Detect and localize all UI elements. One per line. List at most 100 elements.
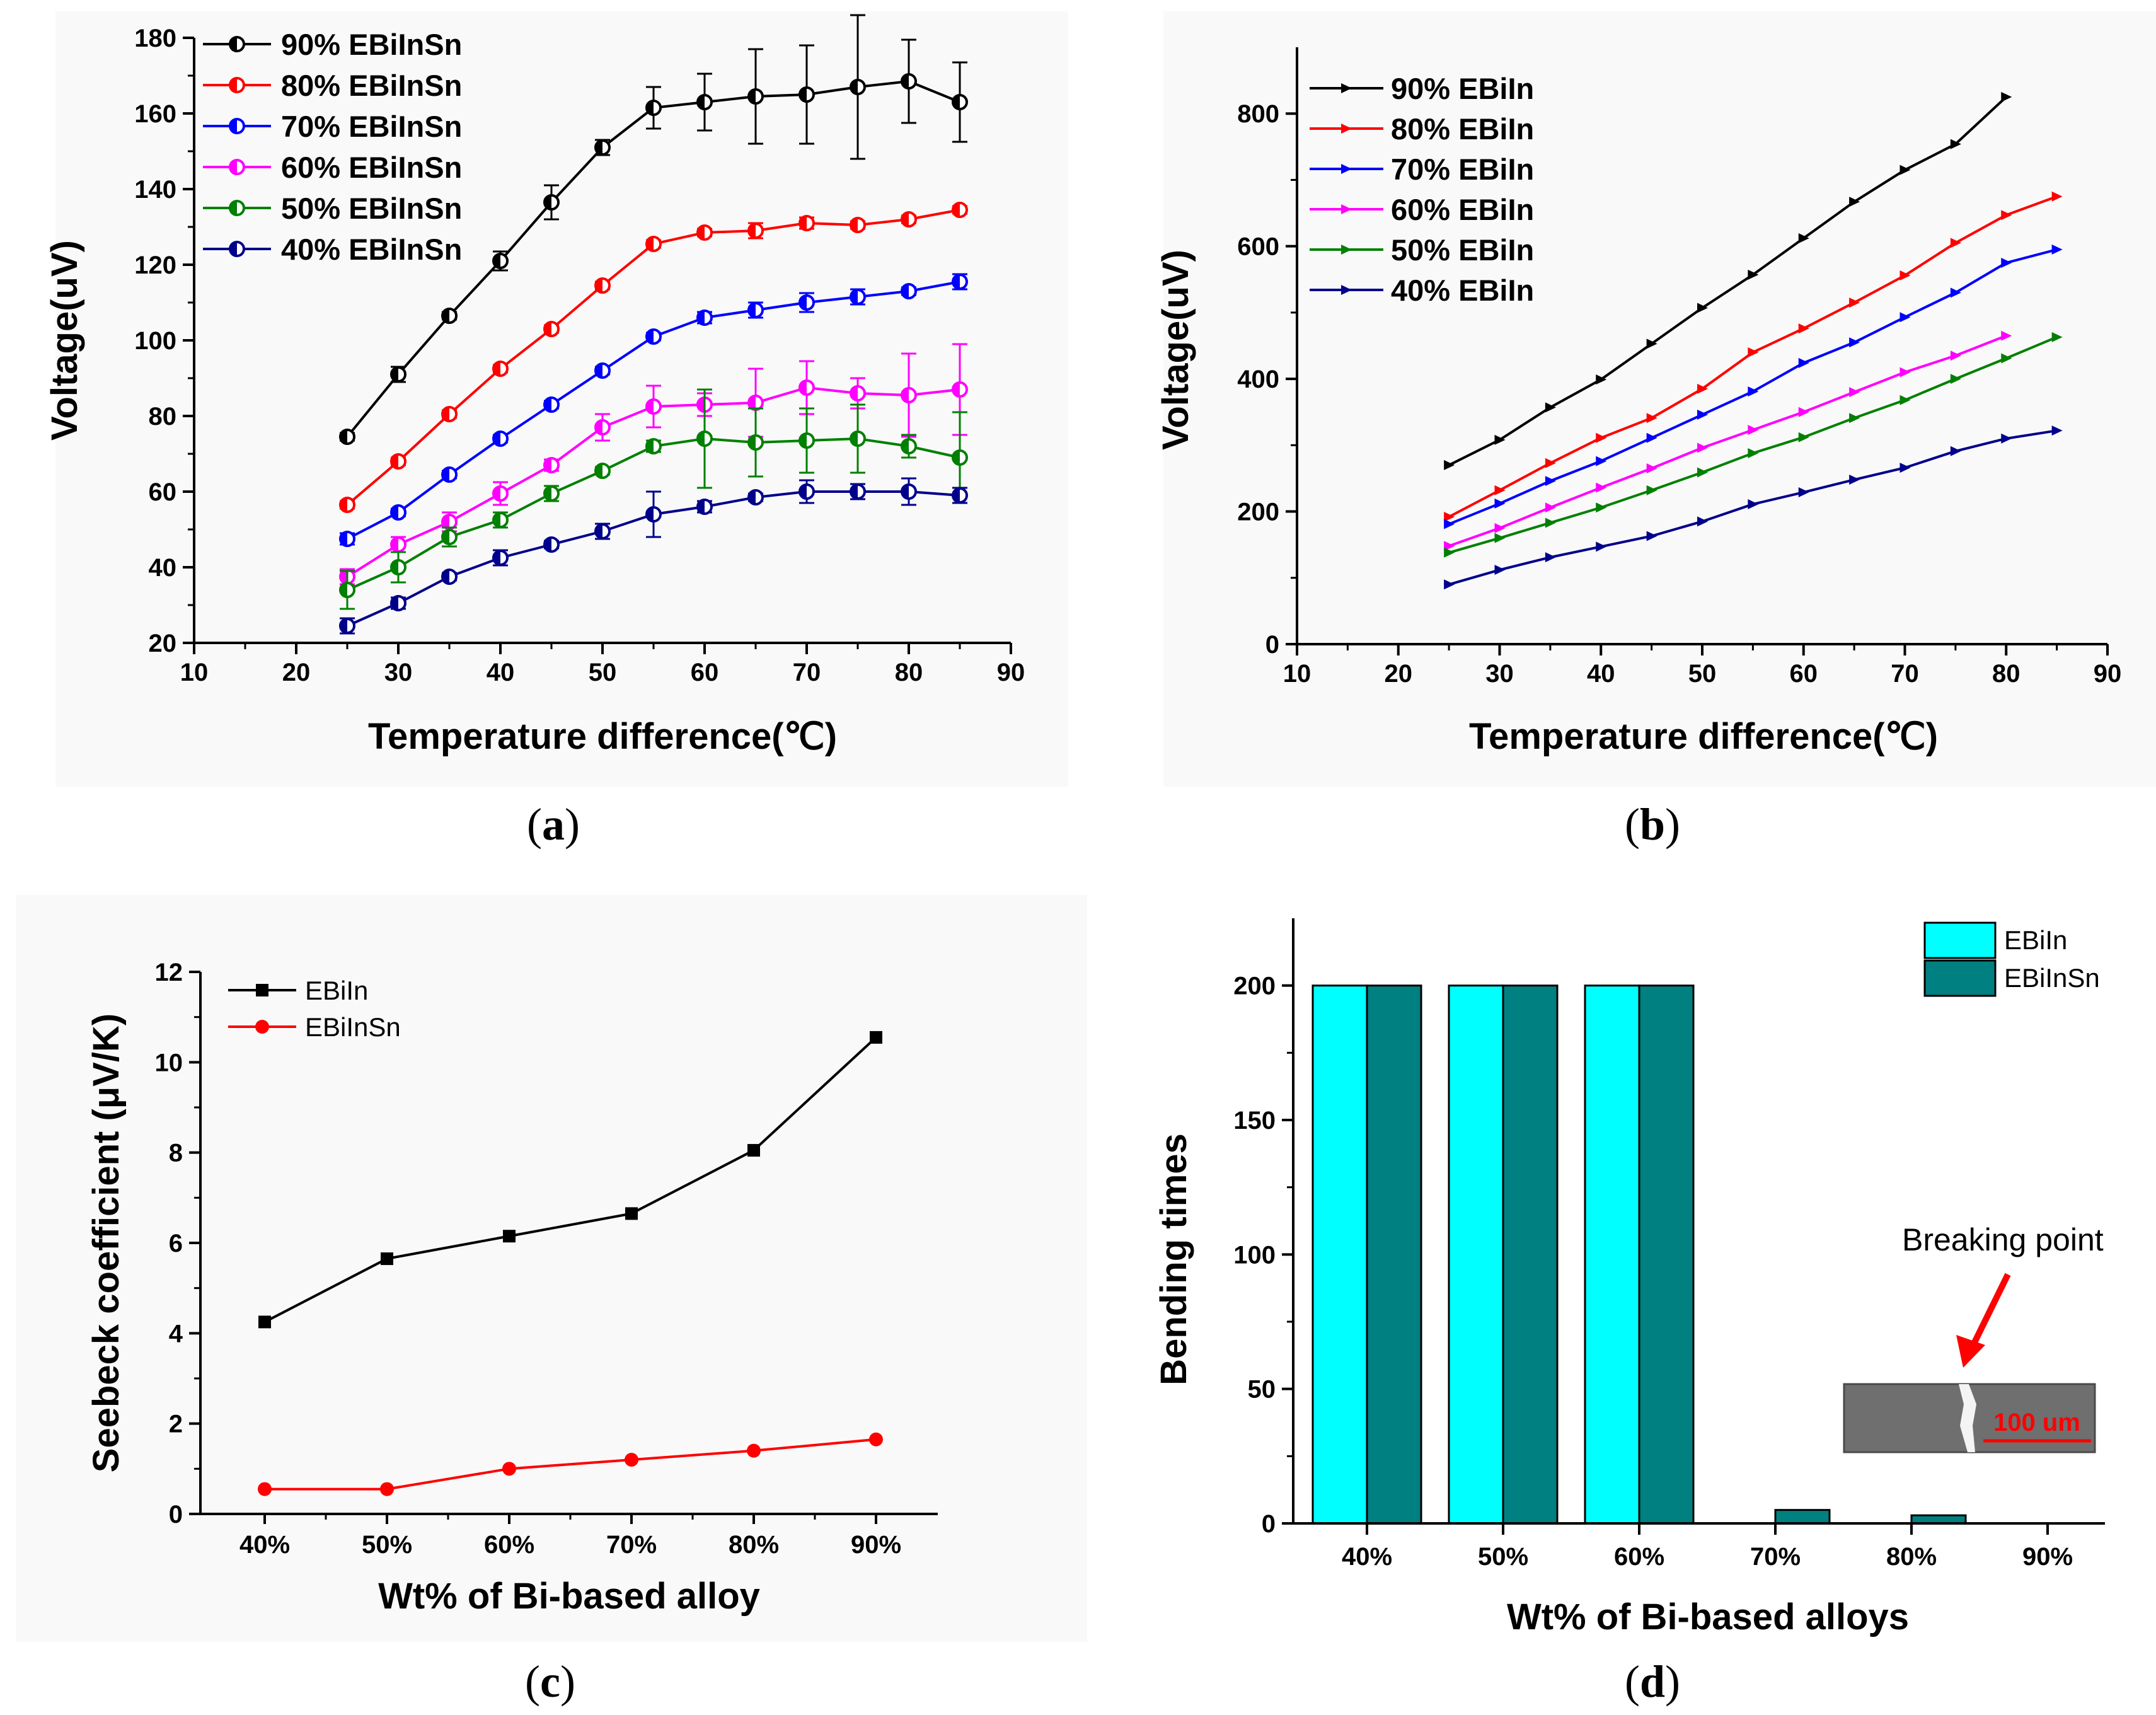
- series-80pct-ebiin: [1444, 191, 2063, 522]
- caption-c: (c): [525, 1656, 575, 1707]
- data-point-half: [442, 570, 449, 584]
- data-point: [1950, 374, 1961, 384]
- data-point: [2051, 191, 2063, 202]
- data-point: [1646, 338, 1657, 349]
- y-tick-label: 120: [134, 251, 176, 279]
- series-40pct-ebiin: [1444, 425, 2063, 590]
- data-point-half: [902, 439, 909, 453]
- data-point: [869, 1432, 883, 1446]
- y-tick-label: 800: [1237, 100, 1279, 128]
- x-tick-label: 50: [1688, 660, 1717, 688]
- data-point: [1899, 165, 1911, 175]
- data-point: [258, 1482, 272, 1496]
- data-point: [1798, 432, 1809, 442]
- y-tick-label: 200: [1233, 973, 1276, 1000]
- x-tick-label: 30: [384, 659, 413, 686]
- x-tick-label: 90%: [851, 1531, 901, 1559]
- data-point-half: [953, 488, 960, 502]
- series-ebiin: [258, 1031, 882, 1329]
- data-point: [1444, 547, 1455, 558]
- data-point: [1494, 498, 1506, 509]
- y-tick-label: 200: [1237, 499, 1279, 526]
- y-tick-label: 8: [169, 1140, 183, 1167]
- data-point: [625, 1453, 638, 1467]
- micrograph-crack: [1959, 1384, 1976, 1452]
- data-point-half: [596, 420, 602, 434]
- caption-d: (d): [1625, 1656, 1680, 1707]
- x-axis-title: Wt% of Bi-based alloys: [1507, 1597, 1909, 1637]
- y-tick-label: 0: [1265, 631, 1279, 659]
- data-point: [1545, 476, 1556, 487]
- data-point-half: [749, 436, 756, 449]
- legend-marker: [1341, 83, 1352, 93]
- series-50pct-ebiin: [1444, 332, 2063, 558]
- y-tick-label: 100: [134, 327, 176, 355]
- data-point-half: [493, 551, 500, 565]
- legend-marker-half: [230, 37, 237, 51]
- data-point-half: [851, 218, 858, 232]
- data-point-half: [340, 570, 347, 584]
- breaking-point-arrow-shaft: [1968, 1273, 2011, 1351]
- data-point: [1444, 541, 1455, 551]
- data-point: [1444, 459, 1455, 470]
- data-point: [747, 1144, 760, 1157]
- legend-label: 60% EBiInSn: [281, 151, 462, 184]
- data-point-half: [851, 290, 858, 304]
- data-point: [1748, 499, 1759, 509]
- y-tick-label: 10: [155, 1049, 183, 1077]
- y-tick-label: 20: [149, 630, 177, 657]
- data-point: [1494, 485, 1506, 495]
- legend-label: 90% EBiIn: [1391, 72, 1534, 105]
- series-90pct-ebiinsn: [339, 14, 968, 445]
- data-point: [2001, 257, 2012, 268]
- legend: EBiIn EBiInSn: [1923, 921, 2100, 997]
- x-tick-label: 60%: [1614, 1543, 1664, 1571]
- y-tick-label: 160: [134, 100, 176, 128]
- data-point: [1899, 463, 1911, 473]
- data-point: [1697, 516, 1708, 527]
- data-point-half: [647, 400, 654, 413]
- data-point-half: [493, 513, 500, 527]
- y-tick-label: 0: [1262, 1510, 1276, 1538]
- y-axis-title: Voltage(uV): [44, 240, 85, 441]
- legend-label: EBiInSn: [2004, 963, 2100, 993]
- y-tick-label: 600: [1237, 233, 1279, 261]
- data-point-half: [442, 407, 449, 421]
- y-tick-label: 40: [149, 554, 177, 582]
- series-70pct-ebiin: [1444, 244, 2063, 529]
- data-point: [1596, 502, 1607, 513]
- legend-label: EBiIn: [305, 976, 368, 1005]
- y-tick-label: 4: [169, 1320, 183, 1348]
- data-point: [1646, 432, 1657, 443]
- data-point: [1950, 287, 1961, 298]
- data-point: [1950, 350, 1961, 361]
- legend-marker: [1341, 164, 1352, 174]
- legend-label: EBiInSn: [305, 1012, 401, 1042]
- data-point: [1494, 434, 1506, 445]
- legend-label: 70% EBiInSn: [281, 110, 462, 143]
- data-point: [2001, 433, 2012, 444]
- legend-marker-half: [230, 242, 237, 256]
- data-point: [258, 1315, 271, 1329]
- data-point: [1494, 565, 1506, 575]
- data-point: [1596, 374, 1607, 385]
- data-point-half: [493, 487, 500, 500]
- x-tick-label: 20: [1385, 660, 1413, 688]
- bar: [1311, 985, 1368, 1525]
- data-point-half: [391, 596, 398, 610]
- data-point: [2001, 353, 2012, 364]
- data-point: [1596, 456, 1607, 466]
- data-point: [1646, 413, 1657, 424]
- data-point-half: [545, 195, 551, 209]
- data-point: [1899, 270, 1911, 280]
- x-tick-label: 80: [895, 659, 923, 686]
- legend-marker: [1341, 245, 1352, 255]
- x-tick-label: 50%: [362, 1531, 412, 1559]
- panel-c-background: [16, 895, 1087, 1642]
- data-point-half: [647, 330, 654, 344]
- data-point: [1545, 517, 1556, 528]
- data-point-half: [902, 485, 909, 499]
- bar: [1366, 985, 1422, 1525]
- data-point: [1697, 442, 1708, 453]
- x-tick-label: 80: [1992, 660, 2021, 688]
